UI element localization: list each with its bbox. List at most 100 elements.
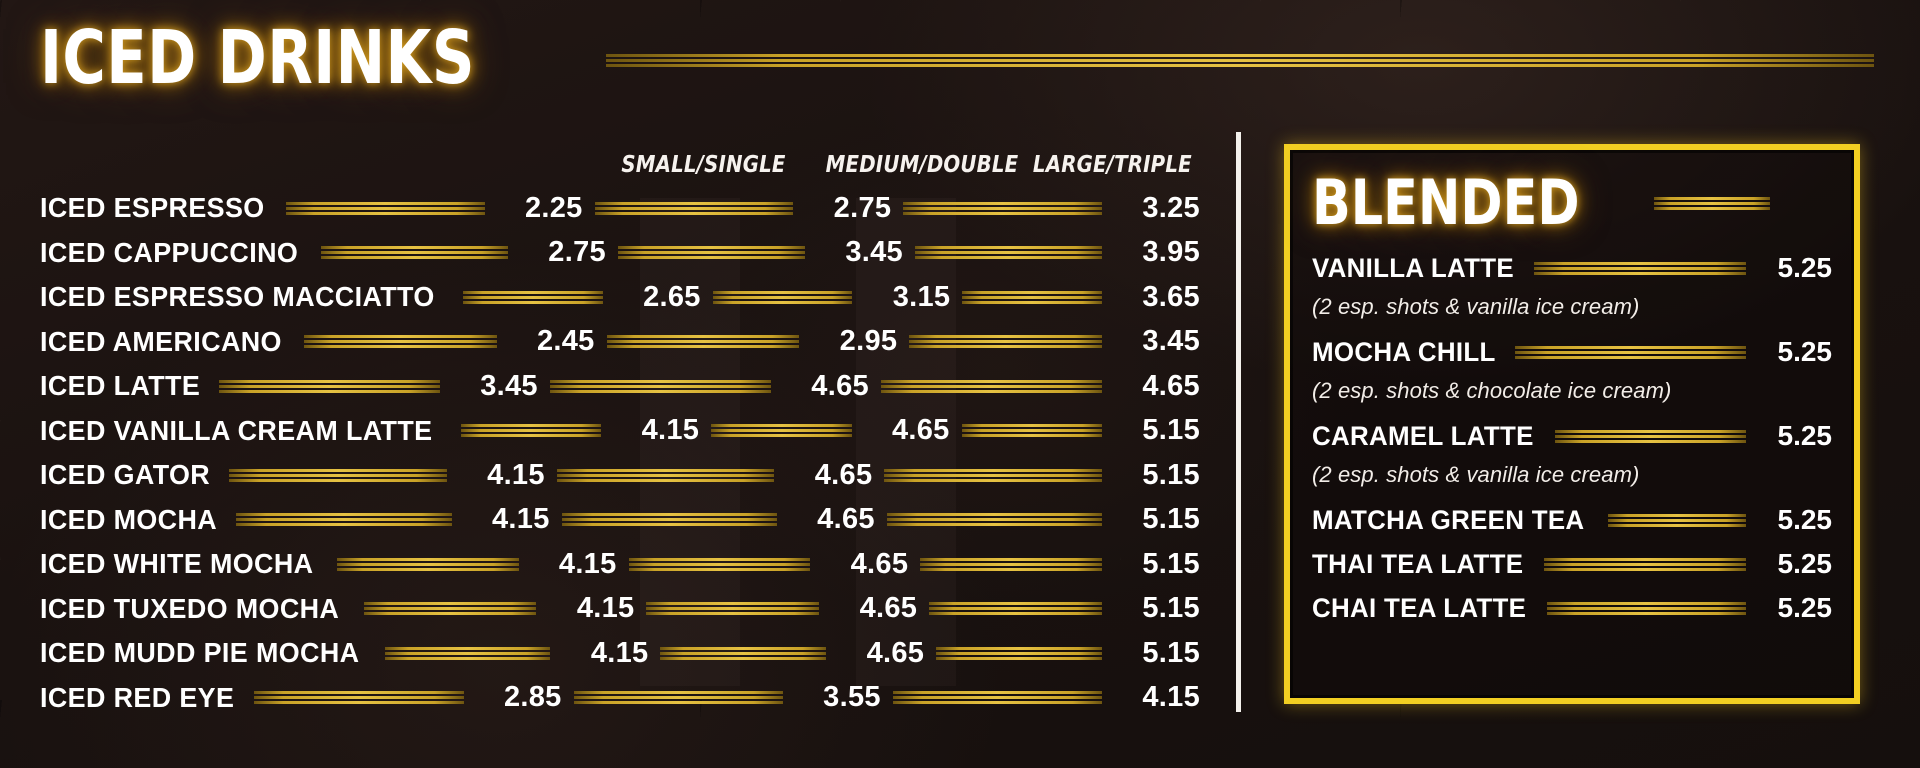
leader-rule: [886, 513, 1103, 527]
leader-rule: [880, 379, 1102, 393]
blended-item-price: 5.25: [1777, 548, 1833, 579]
item-price: 4.15: [641, 414, 700, 447]
blended-row: MATCHA GREEN TEA 5.25: [1312, 498, 1832, 542]
item-price: 4.15: [491, 503, 550, 536]
leader-rule: [617, 246, 805, 260]
leader-rule: [646, 602, 820, 616]
leader-rule: [1554, 429, 1746, 443]
item-name: ICED ESPRESSO: [40, 192, 265, 224]
item-price: 4.65: [817, 503, 875, 536]
column-header-medium: MEDIUM/DOUBLE: [825, 152, 1019, 178]
leader-rule: [1515, 345, 1746, 359]
item-name: ICED WHITE MOCHA: [40, 548, 314, 580]
blended-row: CHAI TEA LATTE 5.25: [1312, 586, 1832, 630]
leader-rule: [936, 646, 1103, 660]
item-price: 4.65: [1142, 369, 1200, 402]
table-row: ICED ESPRESSO 2.25 2.75 3.25: [40, 186, 1200, 231]
leader-rule: [218, 379, 440, 393]
table-row: ICED AMERICANO 2.45 2.95 3.45: [40, 320, 1200, 365]
blended-item-note: (2 esp. shots & chocolate ice cream): [1312, 378, 1672, 403]
column-header-small: SMALL/SINGLE: [621, 152, 786, 178]
leader-rule: [892, 691, 1103, 705]
item-price: 4.15: [558, 547, 617, 580]
item-name: ICED AMERICANO: [40, 325, 282, 357]
blended-item-name: VANILLA LATTE: [1312, 252, 1514, 283]
blended-header: BLENDED: [1312, 160, 1832, 246]
leader-rule: [903, 201, 1102, 215]
leader-rule: [384, 646, 551, 660]
blended-item-price: 5.25: [1777, 420, 1833, 451]
section-divider: [1236, 132, 1241, 712]
leader-rule: [336, 557, 519, 571]
blended-item-price: 5.25: [1777, 504, 1833, 535]
leader-rule: [628, 557, 811, 571]
leader-rule: [320, 246, 508, 260]
item-price: 5.15: [1142, 503, 1201, 536]
item-price: 5.15: [1142, 592, 1200, 625]
blended-row: CARAMEL LATTE 5.25: [1312, 414, 1832, 458]
leader-rule: [285, 201, 485, 215]
item-price: 5.15: [1142, 414, 1201, 447]
blended-title-rule: [1654, 196, 1771, 210]
leader-rule: [363, 602, 537, 616]
blended-item-name: THAI TEA LATTE: [1312, 548, 1524, 579]
item-price: 4.65: [814, 458, 873, 491]
item-price: 4.65: [859, 592, 918, 625]
item-price: 3.65: [1142, 280, 1200, 313]
blended-item-name: CARAMEL LATTE: [1312, 420, 1534, 451]
item-price: 4.15: [590, 636, 649, 669]
leader-rule: [1547, 601, 1746, 615]
item-price: 3.25: [1142, 191, 1200, 224]
leader-rule: [962, 290, 1102, 304]
title-rule: [605, 53, 1874, 67]
leader-rule: [573, 691, 783, 705]
leader-rule: [914, 246, 1103, 260]
table-row: ICED GATOR 4.15 4.65 5.15: [40, 453, 1200, 498]
table-row: ICED WHITE MOCHA 4.15 4.65 5.15: [40, 542, 1200, 587]
leader-rule: [660, 646, 827, 660]
blended-item-note: (2 esp. shots & vanilla ice cream): [1312, 294, 1640, 319]
leader-rule: [556, 468, 775, 482]
item-price: 5.15: [1142, 636, 1201, 669]
item-price: 4.15: [487, 458, 545, 491]
table-row: ICED ESPRESSO MACCIATTO 2.65 3.15 3.65: [40, 275, 1200, 320]
item-price: 3.45: [480, 369, 538, 402]
leader-rule: [1544, 557, 1746, 571]
item-name: ICED VANILLA CREAM LATTE: [40, 414, 433, 446]
blended-row: VANILLA LATTE 5.25: [1312, 246, 1832, 290]
item-name: ICED MOCHA: [40, 503, 218, 535]
item-name: ICED GATOR: [40, 459, 211, 491]
leader-rule: [303, 335, 497, 349]
item-price: 3.55: [823, 681, 881, 714]
leader-rule: [920, 557, 1102, 571]
table-row: ICED MUDD PIE MOCHA 4.15 4.65 5.15: [40, 631, 1200, 676]
item-price: 4.65: [811, 369, 869, 402]
item-price: 2.95: [839, 325, 898, 358]
item-price: 3.15: [892, 280, 951, 313]
item-price: 2.75: [833, 191, 892, 224]
leader-rule: [549, 379, 771, 393]
item-price: 2.85: [503, 681, 562, 714]
leader-rule: [606, 335, 800, 349]
item-name: ICED MUDD PIE MOCHA: [40, 637, 360, 669]
leader-rule: [463, 290, 603, 304]
page-title: ICED DRINKS: [40, 15, 475, 101]
blended-body: VANILLA LATTE 5.25 (2 esp. shots & vanilla…: [1312, 246, 1832, 630]
leader-rule: [929, 602, 1102, 616]
leader-rule: [909, 335, 1103, 349]
table-row: ICED RED EYE 2.85 3.55 4.15: [40, 676, 1200, 721]
leader-rule: [1607, 513, 1746, 527]
table-column-headers: SMALL/SINGLE MEDIUM/DOUBLE LARGE/TRIPLE: [40, 152, 1200, 186]
item-price: 2.45: [536, 325, 595, 358]
column-header-large: LARGE/TRIPLE: [1032, 152, 1192, 178]
leader-rule: [254, 691, 464, 705]
item-price: 4.65: [866, 636, 925, 669]
leader-rule: [594, 201, 794, 215]
leader-rule: [884, 468, 1102, 482]
leader-rule: [712, 290, 853, 304]
item-name: ICED TUXEDO MOCHA: [40, 592, 340, 624]
leader-rule: [229, 468, 447, 482]
item-price: 4.15: [576, 592, 635, 625]
leader-rule: [1534, 261, 1746, 275]
leader-rule: [460, 424, 602, 438]
